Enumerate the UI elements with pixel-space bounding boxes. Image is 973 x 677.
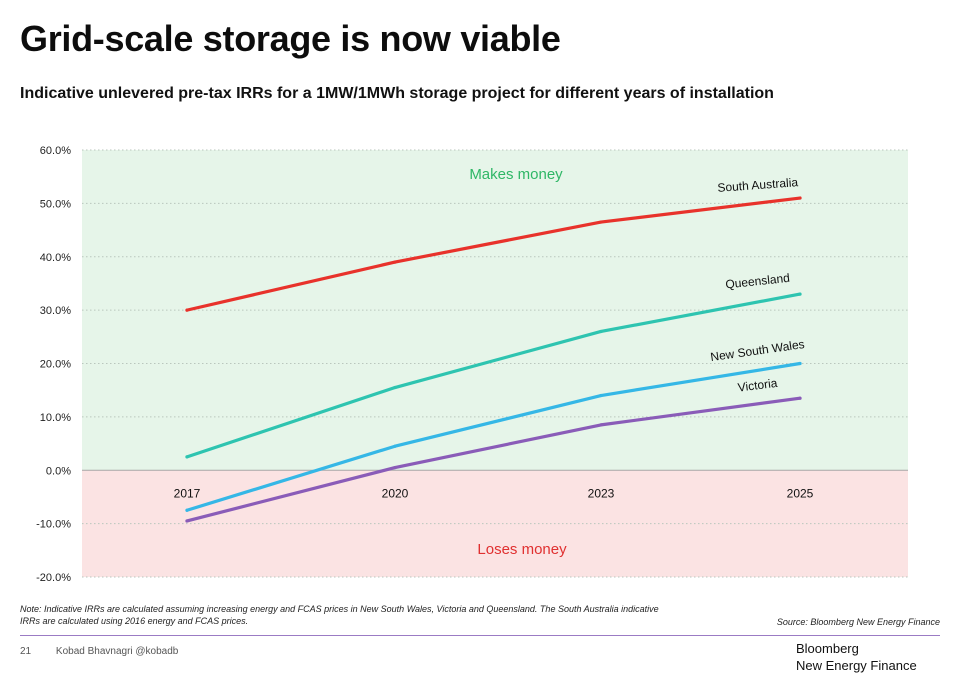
y-tick-label: 10.0%	[40, 412, 71, 424]
data-point	[798, 396, 802, 400]
brand-line-2: New Energy Finance	[796, 658, 917, 673]
x-tick-label: 2020	[382, 486, 409, 500]
series-label: Queensland	[725, 271, 791, 292]
brand-line-1: Bloomberg	[796, 641, 859, 656]
series-line-south-australia	[185, 196, 802, 312]
y-tick-label: 20.0%	[40, 359, 71, 371]
data-point	[798, 361, 802, 366]
page-title: Grid-scale storage is now viable	[20, 18, 561, 59]
data-point	[599, 393, 603, 398]
series-line-queensland	[185, 292, 802, 459]
data-point	[393, 385, 397, 390]
data-point	[393, 444, 397, 448]
y-tick-label: -10.0%	[36, 519, 71, 531]
series-label: Victoria	[737, 376, 779, 395]
footer-divider	[20, 635, 940, 636]
data-point	[599, 329, 603, 334]
y-tick-label: 0.0%	[46, 465, 71, 477]
y-tick-label: 30.0%	[40, 305, 71, 317]
region-label: Makes money	[469, 166, 563, 183]
data-point	[393, 260, 397, 264]
data-point	[185, 455, 189, 459]
series-line-new-south-wales	[185, 361, 802, 512]
y-tick-label: 50.0%	[40, 198, 71, 210]
chart-subtitle: Indicative unlevered pre-tax IRRs for a …	[20, 85, 774, 102]
y-tick-label: 40.0%	[40, 252, 71, 264]
data-point	[798, 292, 802, 296]
brand-logo: Bloomberg New Energy Finance	[796, 640, 917, 674]
footer-credits: 21 Kobad Bhavnagri @kobadb	[20, 646, 178, 657]
source-note: Source: Bloomberg New Energy Finance	[776, 617, 940, 627]
data-point	[599, 220, 603, 224]
data-point	[798, 196, 802, 200]
series-label: South Australia	[717, 175, 799, 195]
series-line-victoria	[185, 396, 802, 523]
author-credit: Kobad Bhavnagri @kobadb	[55, 646, 179, 657]
data-point	[185, 519, 189, 523]
y-tick-label: 60.0%	[40, 145, 71, 157]
data-point	[393, 465, 397, 470]
data-point	[185, 308, 189, 312]
data-point	[599, 423, 603, 427]
data-point	[185, 508, 189, 512]
irr-line-chart: -20.0% -10.0% 0.0% 10.0% 20.0% 30.0% 40.0% 50.0…	[36, 145, 908, 584]
x-tick-label: 2025	[787, 486, 814, 500]
y-tick-label: -20.0%	[36, 572, 71, 584]
x-tick-label: 2023	[588, 486, 615, 500]
page-number: 21	[20, 646, 32, 657]
region-label: Loses money	[477, 541, 567, 558]
footnote: Note: Indicative IRRs are calculated ass…	[20, 604, 659, 626]
x-tick-label: 2017	[174, 486, 201, 500]
